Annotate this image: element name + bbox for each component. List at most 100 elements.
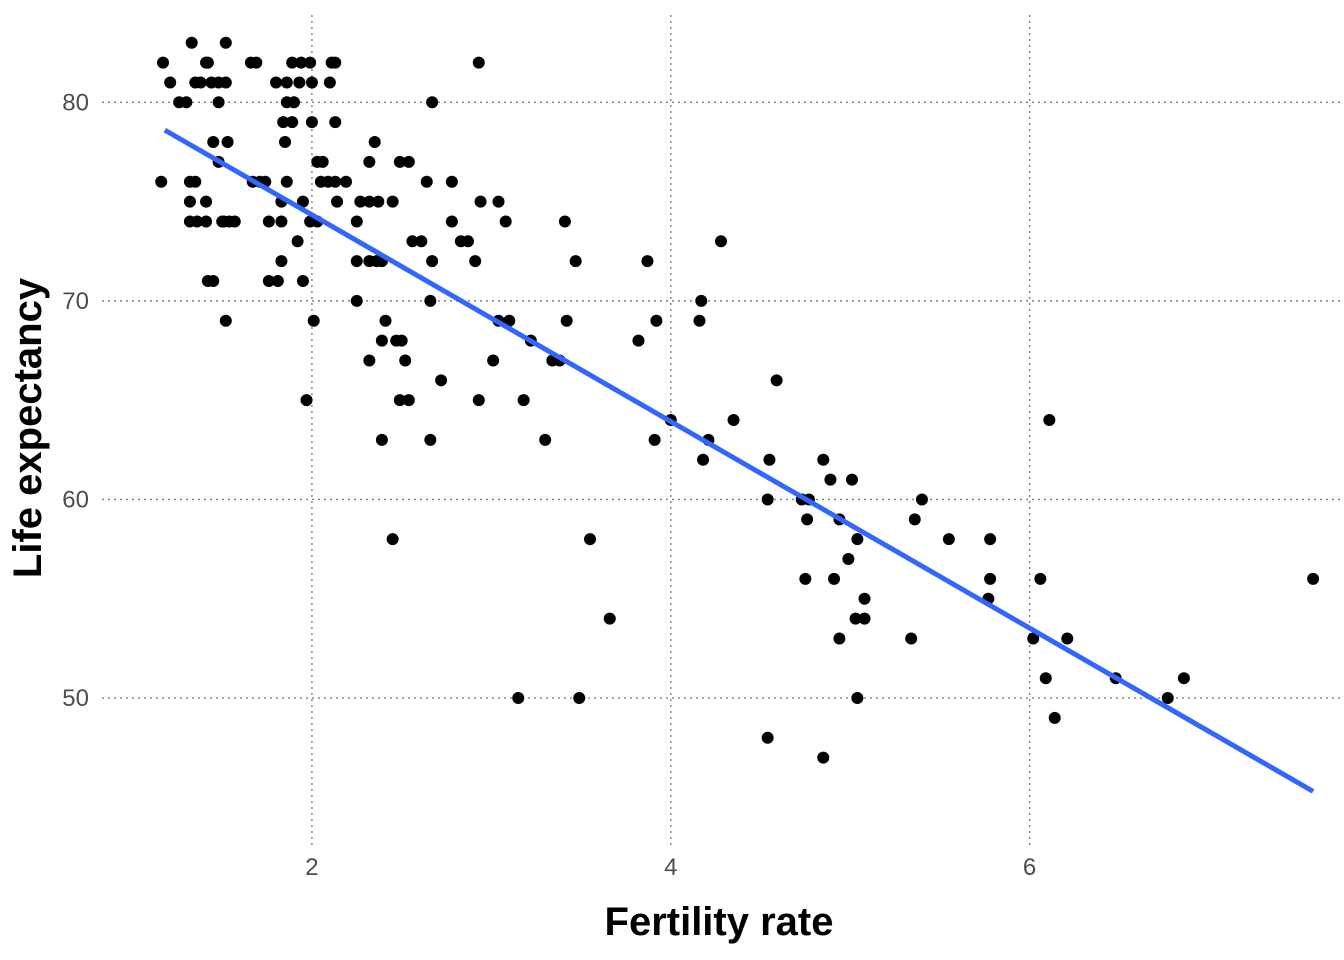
data-point: [469, 255, 482, 268]
data-point: [219, 314, 232, 327]
data-point: [420, 175, 433, 188]
data-point: [200, 215, 213, 228]
data-point: [305, 116, 318, 129]
data-point: [207, 275, 220, 288]
data-point: [499, 215, 512, 228]
data-point: [512, 692, 525, 705]
data-point: [157, 56, 170, 69]
y-tick-label-80: 80: [62, 89, 89, 116]
data-point: [191, 215, 204, 228]
data-point: [1039, 672, 1052, 685]
data-point: [641, 255, 654, 268]
data-point: [393, 155, 406, 168]
data-point: [1034, 572, 1047, 585]
data-point: [375, 433, 388, 446]
data-point: [426, 255, 439, 268]
data-point: [849, 612, 862, 625]
data-point: [1043, 414, 1056, 427]
data-point: [1307, 572, 1320, 585]
data-point: [569, 255, 582, 268]
data-point: [487, 354, 500, 367]
data-point: [761, 731, 774, 744]
data-point: [462, 235, 475, 248]
data-point: [287, 96, 300, 109]
data-point: [845, 473, 858, 486]
trend-line-layer: [163, 127, 1315, 794]
y-axis-title: Life expectancy: [6, 277, 50, 578]
data-point: [275, 255, 288, 268]
data-point: [363, 155, 376, 168]
data-point: [228, 215, 241, 228]
data-point: [727, 414, 740, 427]
data-point: [695, 294, 708, 307]
data-point: [329, 56, 342, 69]
data-point: [824, 473, 837, 486]
data-point: [363, 195, 376, 208]
data-point: [817, 751, 830, 764]
data-point: [828, 572, 841, 585]
data-point: [350, 294, 363, 307]
data-point: [286, 116, 299, 129]
data-point: [379, 314, 392, 327]
data-point: [905, 632, 918, 645]
x-tick-label-4: 4: [664, 854, 677, 881]
data-point: [715, 235, 727, 248]
x-axis-tick-labels: 2 4 6: [305, 854, 1036, 881]
trend-line: [163, 127, 1315, 794]
data-point: [584, 533, 597, 546]
data-point: [350, 215, 363, 228]
data-point: [395, 334, 408, 347]
data-point: [291, 235, 304, 248]
data-point: [573, 692, 586, 705]
data-point: [1177, 672, 1190, 685]
data-point: [212, 96, 225, 109]
data-point: [648, 433, 661, 446]
data-point: [472, 56, 485, 69]
data-point: [307, 314, 320, 327]
data-point: [270, 76, 283, 89]
data-point: [402, 394, 415, 407]
x-tick-label-6: 6: [1023, 854, 1036, 881]
data-point: [842, 553, 855, 566]
data-points: [155, 36, 1320, 764]
data-point: [185, 36, 198, 49]
data-point: [393, 394, 406, 407]
y-axis-tick-labels: 50 60 70 80: [62, 89, 89, 712]
data-point: [164, 76, 177, 89]
data-point: [858, 592, 871, 605]
data-point: [1048, 711, 1061, 724]
data-point: [183, 195, 196, 208]
data-point: [851, 533, 864, 546]
data-point: [295, 56, 308, 69]
data-point: [304, 56, 317, 69]
data-point: [189, 175, 202, 188]
data-point: [474, 195, 487, 208]
data-point: [445, 215, 458, 228]
data-point: [763, 453, 776, 466]
data-point: [329, 175, 342, 188]
data-point: [445, 175, 458, 188]
data-point: [503, 314, 516, 327]
data-point: [219, 36, 232, 49]
data-point: [280, 175, 293, 188]
data-point: [424, 294, 437, 307]
data-point: [435, 374, 448, 387]
data-point: [200, 195, 213, 208]
data-point: [372, 195, 385, 208]
data-point: [1161, 692, 1174, 705]
data-point: [1061, 632, 1074, 645]
data-point: [262, 275, 275, 288]
data-point: [300, 394, 313, 407]
data-point: [908, 513, 921, 526]
data-point: [817, 453, 830, 466]
data-point: [155, 175, 168, 188]
data-point: [799, 572, 812, 585]
data-point: [858, 612, 871, 625]
y-tick-label-60: 60: [62, 486, 89, 513]
data-point: [472, 394, 485, 407]
data-point: [399, 354, 412, 367]
data-point: [770, 374, 783, 387]
data-point: [275, 215, 288, 228]
data-point: [851, 692, 864, 705]
data-point: [305, 76, 318, 89]
